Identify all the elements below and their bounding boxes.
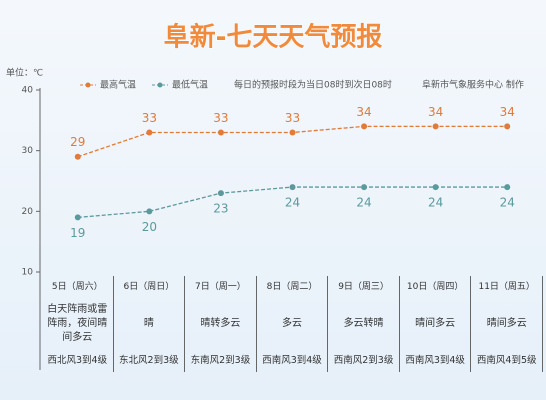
y-tick-label: 20: [22, 207, 34, 217]
data-label: 23: [213, 202, 228, 216]
credit: 阜新市气象服务中心 制作: [422, 79, 524, 91]
table-cell: 10日（周四）: [400, 276, 472, 298]
legend-marker: [157, 82, 163, 88]
table-cell: 西南风4到5级: [471, 350, 543, 372]
table-cell: 西北风3到4级: [42, 350, 114, 372]
data-label: 24: [500, 196, 515, 210]
data-label: 24: [285, 196, 300, 210]
table-cell: 6日（周日）: [114, 276, 186, 298]
data-point: [146, 129, 153, 136]
data-label: 34: [428, 105, 443, 119]
table-cell: 8日（周二）: [257, 276, 329, 298]
data-point: [74, 153, 81, 160]
data-point: [432, 184, 439, 191]
legend-label: 最高气温: [100, 79, 136, 91]
table-cell: 白天阵雨或雷阵雨，夜间晴间多云: [42, 298, 114, 350]
data-point: [432, 123, 439, 130]
data-label: 24: [356, 196, 371, 210]
data-label: 20: [142, 220, 157, 234]
table-cell: 西南风3到4级: [400, 350, 472, 372]
data-label: 33: [142, 111, 157, 125]
legend-marker: [85, 82, 91, 88]
table-cell: 晴: [114, 298, 186, 350]
data-point: [361, 184, 368, 191]
data-label: 33: [285, 111, 300, 125]
table-cell: 5日（周六）: [42, 276, 114, 298]
table-cell: 东北风2到3级: [114, 350, 186, 372]
data-label: 19: [70, 226, 85, 240]
data-point: [504, 123, 511, 130]
y-tick-label: 30: [22, 146, 34, 156]
note: 每日的预报时段为当日08时到次日08时: [234, 79, 392, 91]
data-point: [361, 123, 368, 130]
chart-title: 阜新-七天天气预报: [164, 22, 383, 53]
data-label: 24: [428, 196, 443, 210]
y-tick-label: 40: [22, 86, 34, 96]
table-cell: 7日（周一）: [185, 276, 257, 298]
table-cell: 西南风2到3级: [328, 350, 400, 372]
table-cell: 11日（周五）: [471, 276, 543, 298]
table-cell: 西南风3到4级: [257, 350, 329, 372]
table-cell: 晴间多云: [471, 298, 543, 350]
data-point: [146, 208, 153, 215]
data-label: 33: [213, 111, 228, 125]
table-cell: 9日（周三）: [328, 276, 400, 298]
data-label: 34: [500, 105, 515, 119]
data-label: 34: [356, 105, 371, 119]
data-point: [217, 129, 224, 136]
table-cell: 东南风2到3级: [185, 350, 257, 372]
data-point: [504, 184, 511, 191]
data-point: [289, 129, 296, 136]
y-tick-label: 10: [22, 268, 34, 278]
unit-label: 单位：℃: [6, 67, 43, 79]
data-label: 29: [70, 135, 85, 149]
table-cell: 多云: [257, 298, 329, 350]
data-point: [74, 214, 81, 221]
data-point: [289, 184, 296, 191]
table-cell: 多云转晴: [328, 298, 400, 350]
table-cell: 晴转多云: [185, 298, 257, 350]
table-cell: 晴间多云: [400, 298, 472, 350]
legend-label: 最低气温: [172, 79, 208, 91]
data-point: [217, 190, 224, 197]
